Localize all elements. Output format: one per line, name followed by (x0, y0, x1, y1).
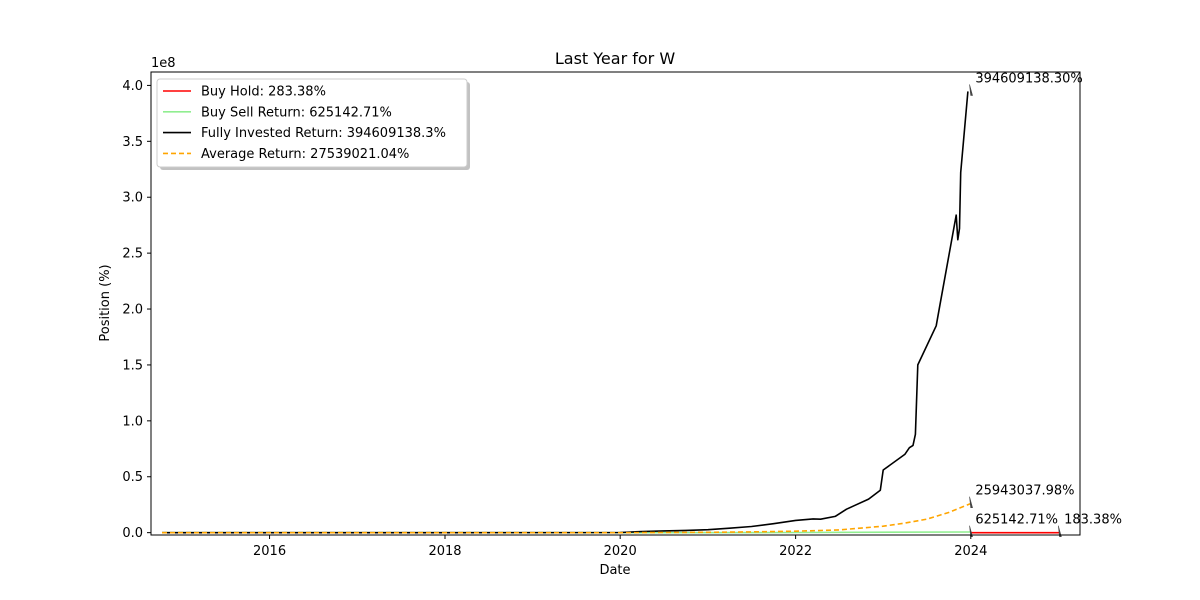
x-tick-label: 2020 (604, 544, 637, 559)
x-tick-label: 2018 (428, 544, 461, 559)
y-axis-label: Position (%) (98, 264, 113, 341)
x-tick-label: 2022 (779, 544, 812, 559)
annotation-arrow (969, 496, 973, 508)
y-tick-label: 2.5 (122, 247, 143, 262)
x-tick-label: 2016 (253, 544, 286, 559)
y-tick-label: 4.0 (122, 79, 143, 94)
legend: Buy Hold: 283.38% Buy Sell Return: 625142… (156, 78, 470, 170)
legend-entry: Fully Invested Return: 394609138.3% (201, 126, 446, 141)
legend-entry: Average Return: 27539021.04% (201, 147, 409, 162)
annotation-label: 394609138.30% (975, 71, 1082, 86)
annotation-arrow (969, 525, 973, 537)
annotation-label: 625142.71% (975, 513, 1058, 528)
y-axis: 0.0 0.5 1.0 1.5 2.0 2.5 3.0 3.5 4.0 (122, 79, 151, 541)
annotation-label: 25943037.98% (975, 484, 1074, 499)
chart-title: Last Year for W (555, 49, 675, 68)
y-scale-label: 1e8 (151, 56, 176, 71)
series-line-2 (162, 91, 969, 534)
x-axis-label: Date (599, 563, 630, 578)
series-line-3 (162, 502, 971, 534)
y-tick-label: 3.0 (122, 191, 143, 206)
annotation-arrow (1058, 525, 1062, 537)
legend-entry: Buy Sell Return: 625142.71% (201, 105, 392, 120)
y-tick-label: 2.0 (122, 303, 143, 318)
y-tick-label: 3.5 (122, 135, 143, 150)
x-axis: 2016 2018 2020 2022 2024 (253, 535, 987, 559)
legend-box (156, 78, 468, 168)
annotation-arrow (969, 84, 973, 96)
y-tick-label: 1.0 (122, 414, 143, 429)
y-tick-label: 0.0 (122, 526, 143, 541)
y-tick-label: 1.5 (122, 358, 143, 373)
annotation-layer: 394609138.30% 25943037.98% 625142.71% 183.3… (969, 71, 1122, 537)
plot-frame (150, 71, 1081, 536)
y-tick-label: 0.5 (122, 470, 143, 485)
x-tick-label: 2024 (954, 544, 987, 559)
legend-entry: Buy Hold: 283.38% (201, 85, 326, 100)
series-layer (162, 91, 1060, 534)
annotation-label: 183.38% (1064, 513, 1122, 528)
